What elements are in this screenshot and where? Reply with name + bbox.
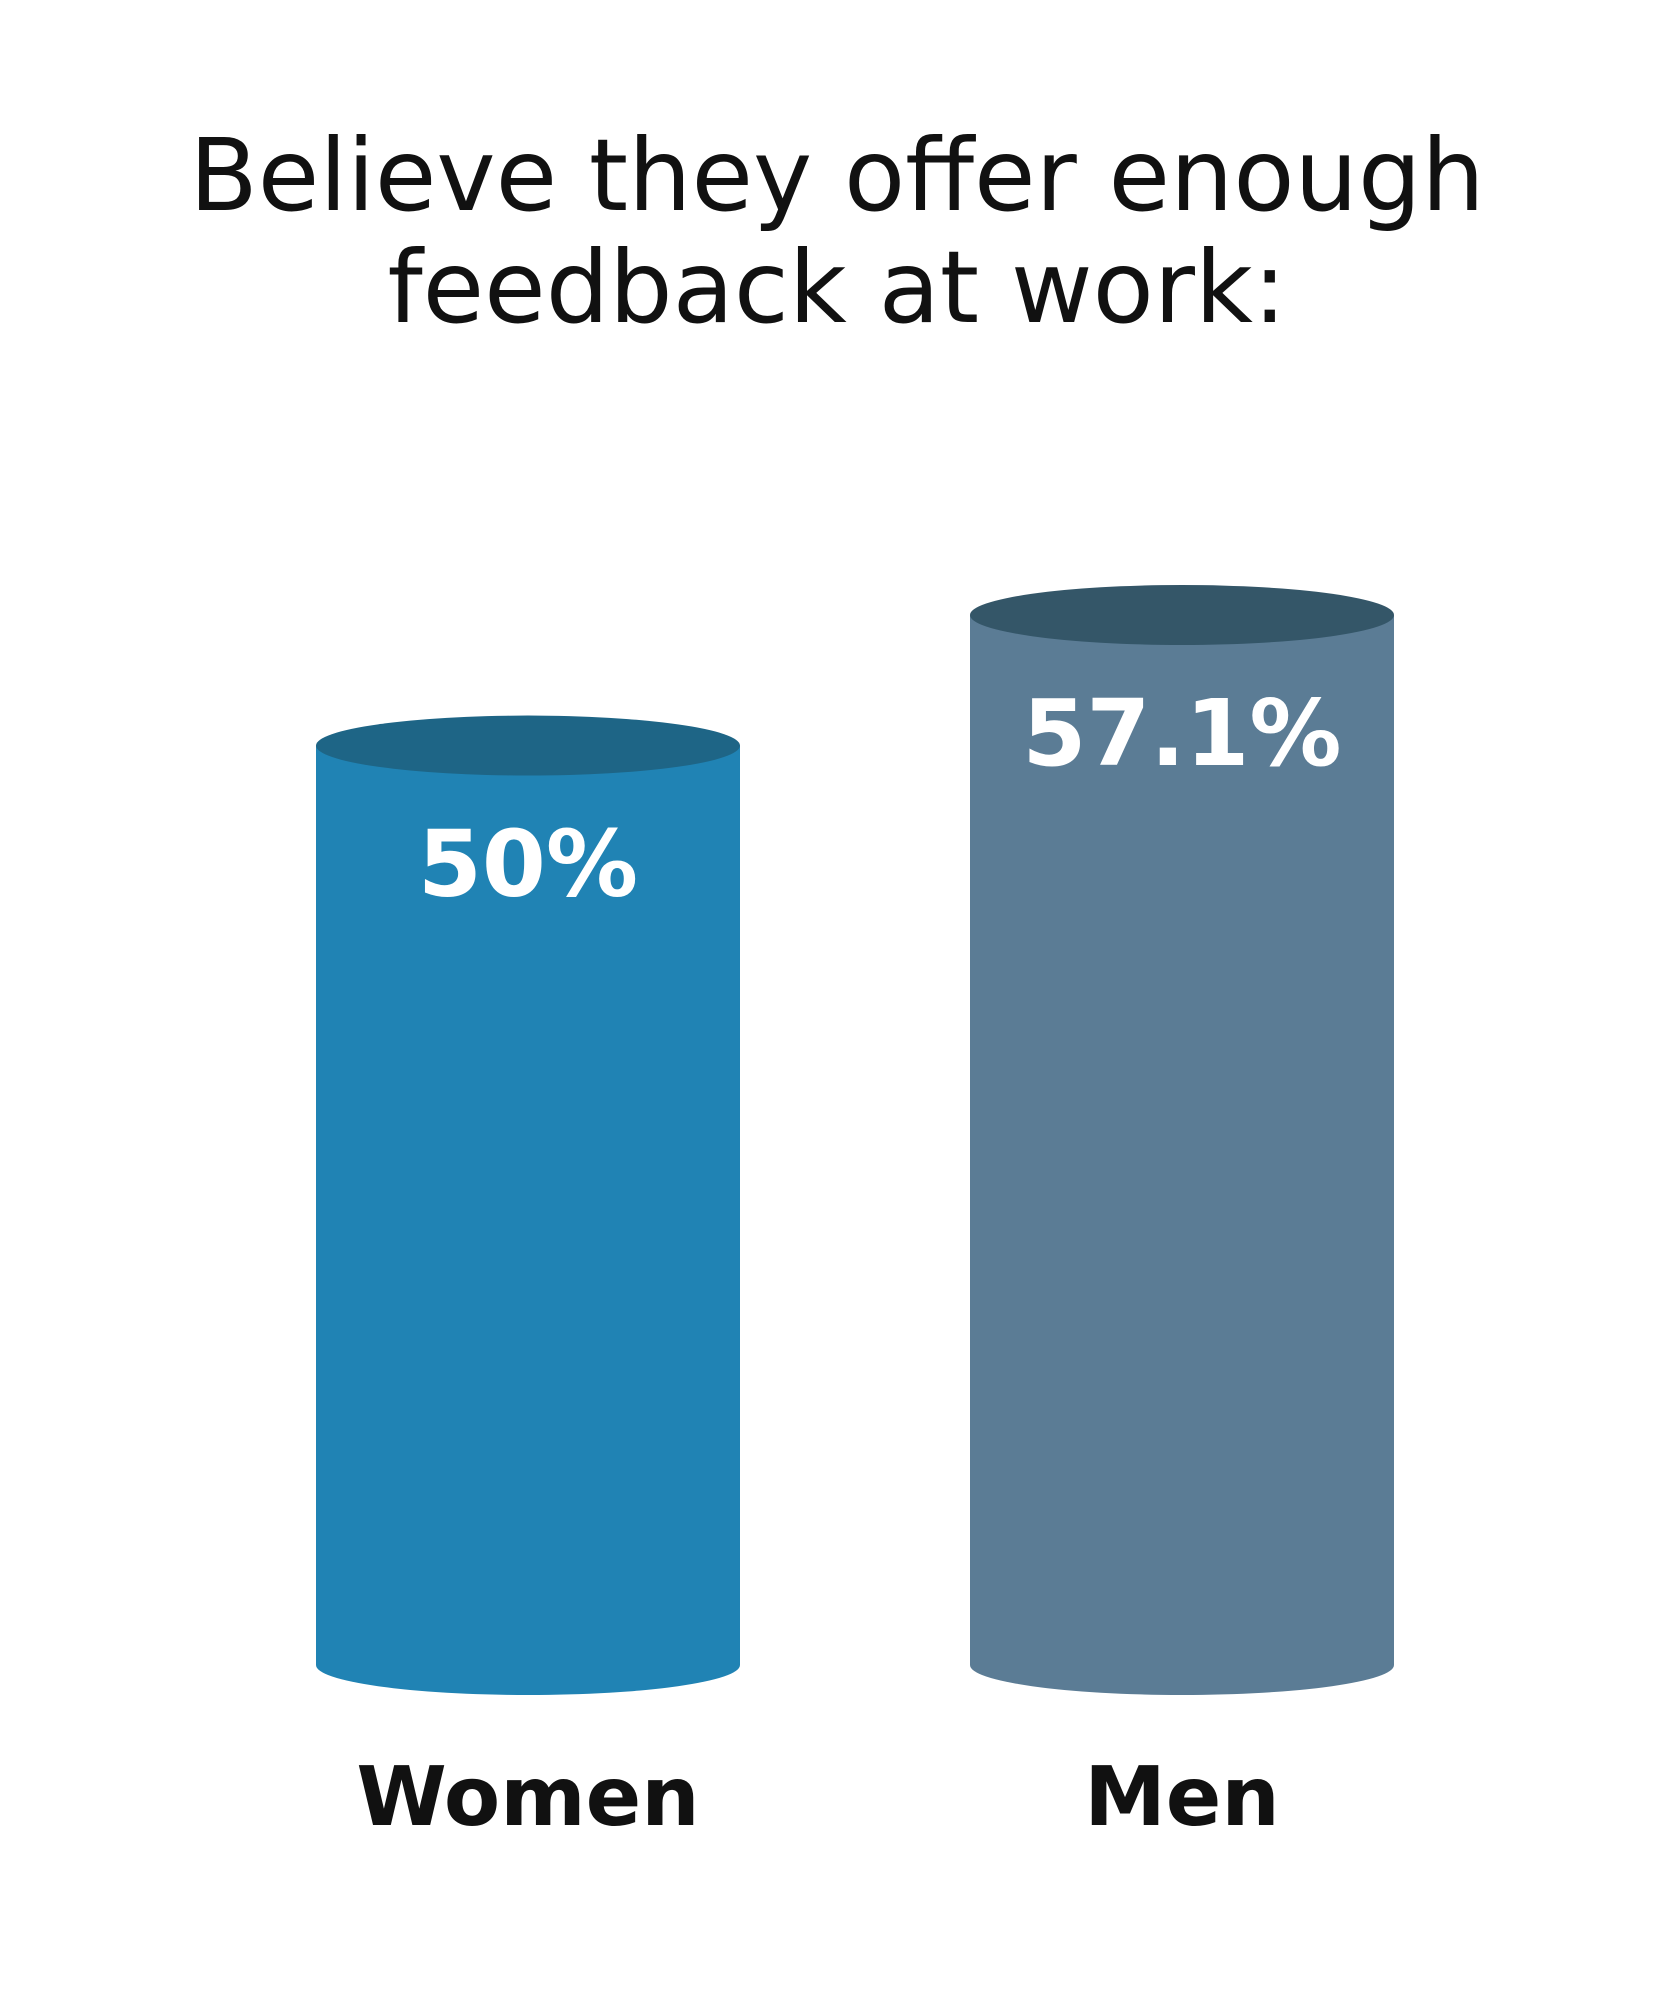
bar-women <box>316 745 740 1695</box>
value-label-women: 50% <box>418 811 638 918</box>
chart-title: Believe they offer enough feedback at wo… <box>189 117 1485 346</box>
category-label-women: Women <box>356 1750 699 1845</box>
bar-men <box>970 615 1394 1695</box>
bars-layer <box>316 585 1394 1695</box>
labels-layer: 50% Women 57.1% Men <box>356 680 1341 1845</box>
bar-men-top <box>970 585 1394 645</box>
value-label-men: 57.1% <box>1022 680 1341 787</box>
bar-women-top <box>316 715 740 776</box>
category-label-men: Men <box>1084 1750 1280 1845</box>
